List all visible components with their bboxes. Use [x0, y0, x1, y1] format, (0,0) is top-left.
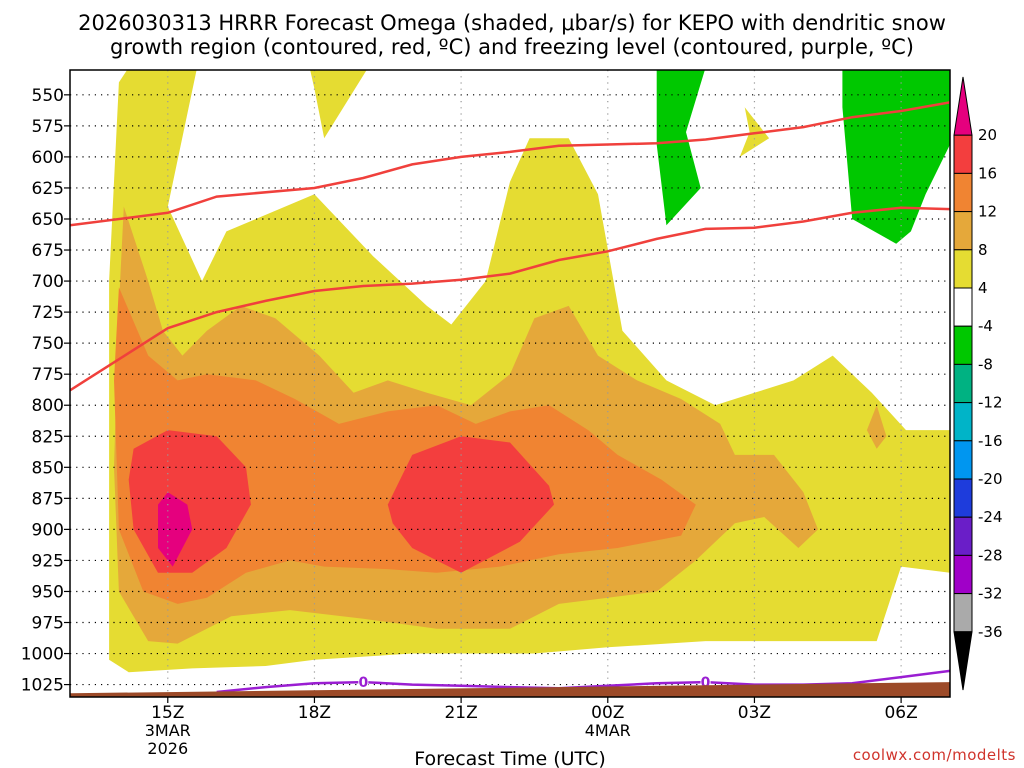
y-tick-label-775: 775 — [32, 365, 64, 385]
y-tick-label-800: 800 — [32, 396, 64, 416]
x-tick-label-21Z: 21Z — [444, 703, 477, 723]
y-tick-label-675: 675 — [32, 241, 64, 261]
omega-region-4-1 — [310, 70, 367, 139]
colorbar-label--8: -8 — [978, 355, 993, 373]
colorbar-bin-13 — [953, 593, 973, 633]
colorbar-bin-9 — [953, 440, 973, 480]
colorbar-bin-3 — [953, 211, 973, 251]
x-tick-year-15Z: 2026 — [147, 739, 188, 758]
y-tick-label-700: 700 — [32, 272, 64, 292]
omega-region-20-8 — [158, 492, 193, 567]
dgz-contour-lower — [70, 206, 950, 392]
x-tick-label-03Z: 03Z — [738, 703, 771, 723]
colorbar-bin-top-arrow — [953, 76, 973, 136]
colorbar-label-20: 20 — [978, 126, 997, 144]
y-tick-label-550: 550 — [32, 86, 64, 106]
freezing-level-label-0: 0 — [358, 675, 368, 691]
y-tick-label-900: 900 — [32, 520, 64, 540]
colorbar-label-16: 16 — [978, 164, 997, 182]
surface-ground — [70, 682, 950, 697]
omega-region--4-10 — [842, 70, 950, 244]
x-axis-title: Forecast Time (UTC) — [414, 748, 605, 768]
x-tick-date-15Z: 3MAR — [145, 721, 191, 740]
colorbar-bin-4 — [953, 249, 973, 289]
y-tick-label-600: 600 — [32, 148, 64, 168]
omega-region-16-7 — [387, 436, 554, 573]
colorbar-bin-6 — [953, 325, 973, 365]
y-tick-label-850: 850 — [32, 458, 64, 478]
y-tick-label-1025: 1025 — [21, 676, 64, 696]
surface-terrain — [70, 682, 950, 697]
y-tick-label-950: 950 — [32, 582, 64, 602]
y-tick-label-1000: 1000 — [21, 645, 64, 665]
x-tick-date-00Z: 4MAR — [585, 721, 631, 740]
x-tick-label-00Z: 00Z — [591, 703, 624, 723]
pressure-axis: 550 575 600 625 650 675 700 725 750 775 800 825 850 8… — [21, 86, 70, 696]
chart-title-line1: 2026030313 HRRR Forecast Omega (shaded, … — [78, 11, 946, 35]
omega-region--4-9 — [656, 70, 705, 226]
plot-frame — [69, 69, 951, 698]
credit-text: coolwx.com/modelts — [853, 746, 1016, 764]
y-tick-label-825: 825 — [32, 427, 64, 447]
x-tick-label-15Z: 15Z — [151, 703, 184, 723]
dgz-contour-upper — [70, 101, 950, 227]
y-tick-label-750: 750 — [32, 334, 64, 354]
y-tick-label-725: 725 — [32, 303, 64, 323]
colorbar-label--28: -28 — [978, 546, 1003, 564]
chart-title-line2: growth region (contoured, red, ºC) and f… — [110, 35, 914, 59]
omega-colorbar: 20 16 12 8 4 -4 -8 -12 -16 -20 -24 -28 -32 -36 — [953, 76, 1003, 691]
freezing-label-bg-0 — [358, 674, 369, 690]
colorbar-bin-11 — [953, 516, 973, 556]
freezing-level-label-1: 0 — [701, 675, 711, 691]
colorbar-bin-10 — [953, 478, 973, 518]
y-tick-label-625: 625 — [32, 179, 64, 199]
colorbar-bin-bottom-arrow — [953, 631, 973, 691]
x-tick-label-18Z: 18Z — [298, 703, 331, 723]
omega-region-12-5 — [114, 287, 696, 604]
y-tick-label-650: 650 — [32, 210, 64, 230]
colorbar-bin-12 — [953, 554, 973, 595]
colorbar-bin-8 — [953, 402, 973, 442]
colorbar-label--36: -36 — [978, 623, 1003, 641]
colorbar-bin-5 — [953, 287, 973, 327]
colorbar-label-12: 12 — [978, 203, 997, 221]
x-tick-label-06Z: 06Z — [884, 703, 917, 723]
colorbar-label--32: -32 — [978, 585, 1003, 603]
y-tick-label-875: 875 — [32, 489, 64, 509]
omega-region-8-4 — [866, 405, 887, 449]
y-tick-label-975: 975 — [32, 614, 64, 634]
colorbar-label--12: -12 — [978, 394, 1003, 412]
y-tick-label-925: 925 — [32, 551, 64, 571]
colorbar-label--24: -24 — [978, 508, 1003, 526]
colorbar-bin-2 — [953, 172, 973, 213]
colorbar-label-4: 4 — [978, 279, 988, 297]
omega-shaded-regions — [109, 70, 950, 673]
colorbar-label--4: -4 — [978, 317, 993, 335]
colorbar-label--16: -16 — [978, 432, 1003, 450]
colorbar-label-8: 8 — [978, 241, 988, 259]
y-tick-label-575: 575 — [32, 117, 64, 137]
colorbar-bin-1 — [953, 134, 973, 174]
colorbar-bin-7 — [953, 363, 973, 404]
freezing-label-bg-1 — [700, 674, 711, 690]
colorbar-label--20: -20 — [978, 470, 1003, 488]
